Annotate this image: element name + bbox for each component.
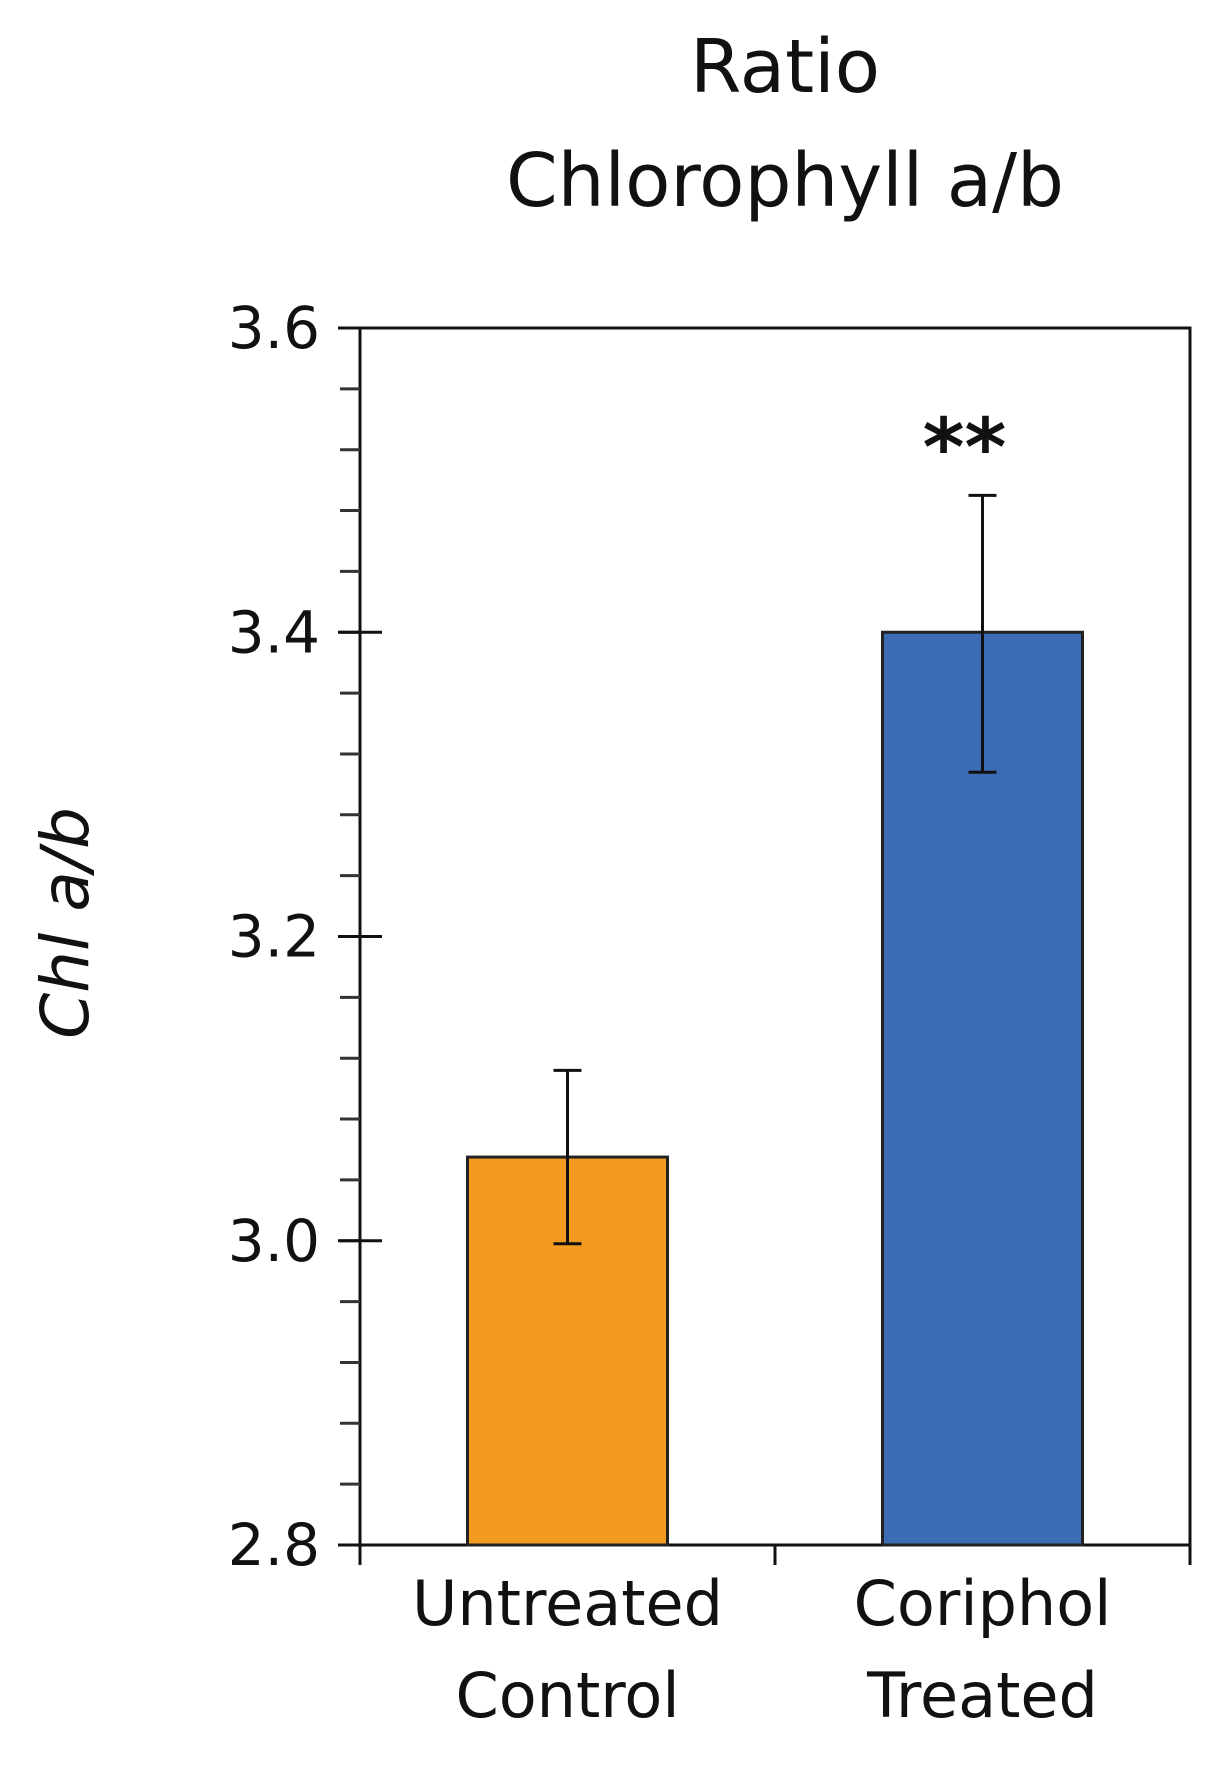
significance-marker-1: **	[923, 401, 1007, 494]
y-tick-label: 3.2	[228, 903, 320, 971]
y-tick-label: 2.8	[228, 1511, 320, 1579]
x-category-label-0-line-0: Untreated	[412, 1567, 723, 1640]
y-tick-label: 3.6	[228, 294, 320, 362]
chart-title-line-1: Ratio	[690, 24, 880, 110]
y-tick-label: 3.4	[228, 598, 320, 666]
x-category-label-0-line-1: Control	[455, 1659, 679, 1732]
chart-title-line-2: Chlorophyll a/b	[506, 138, 1064, 224]
chart-title: Ratio Chlorophyll a/b	[506, 24, 1064, 224]
y-axis-label: Chl a/b	[27, 807, 104, 1039]
x-category-label-1-line-1: Treated	[866, 1659, 1098, 1732]
y-tick-label: 3.0	[228, 1207, 320, 1275]
bar-1	[881, 630, 1084, 1547]
plot-area: 2.8 3.0 3.2 3.4 3.6 Untreated Control ** Coripho…	[228, 294, 1192, 1732]
x-category-label-1-line-0: Coriphol	[854, 1567, 1112, 1640]
